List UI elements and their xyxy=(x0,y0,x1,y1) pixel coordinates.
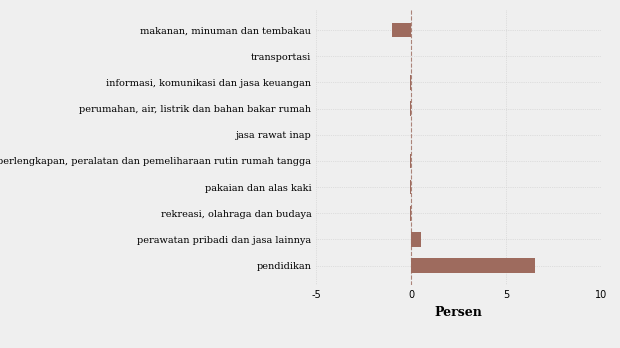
Bar xyxy=(410,128,411,142)
Bar xyxy=(411,232,421,247)
Bar xyxy=(410,102,411,116)
Bar xyxy=(411,259,535,273)
Bar xyxy=(410,180,411,194)
Bar xyxy=(410,206,411,221)
Bar xyxy=(410,154,411,168)
X-axis label: Persen: Persen xyxy=(435,306,483,319)
Bar xyxy=(410,75,411,90)
Bar xyxy=(392,23,411,37)
